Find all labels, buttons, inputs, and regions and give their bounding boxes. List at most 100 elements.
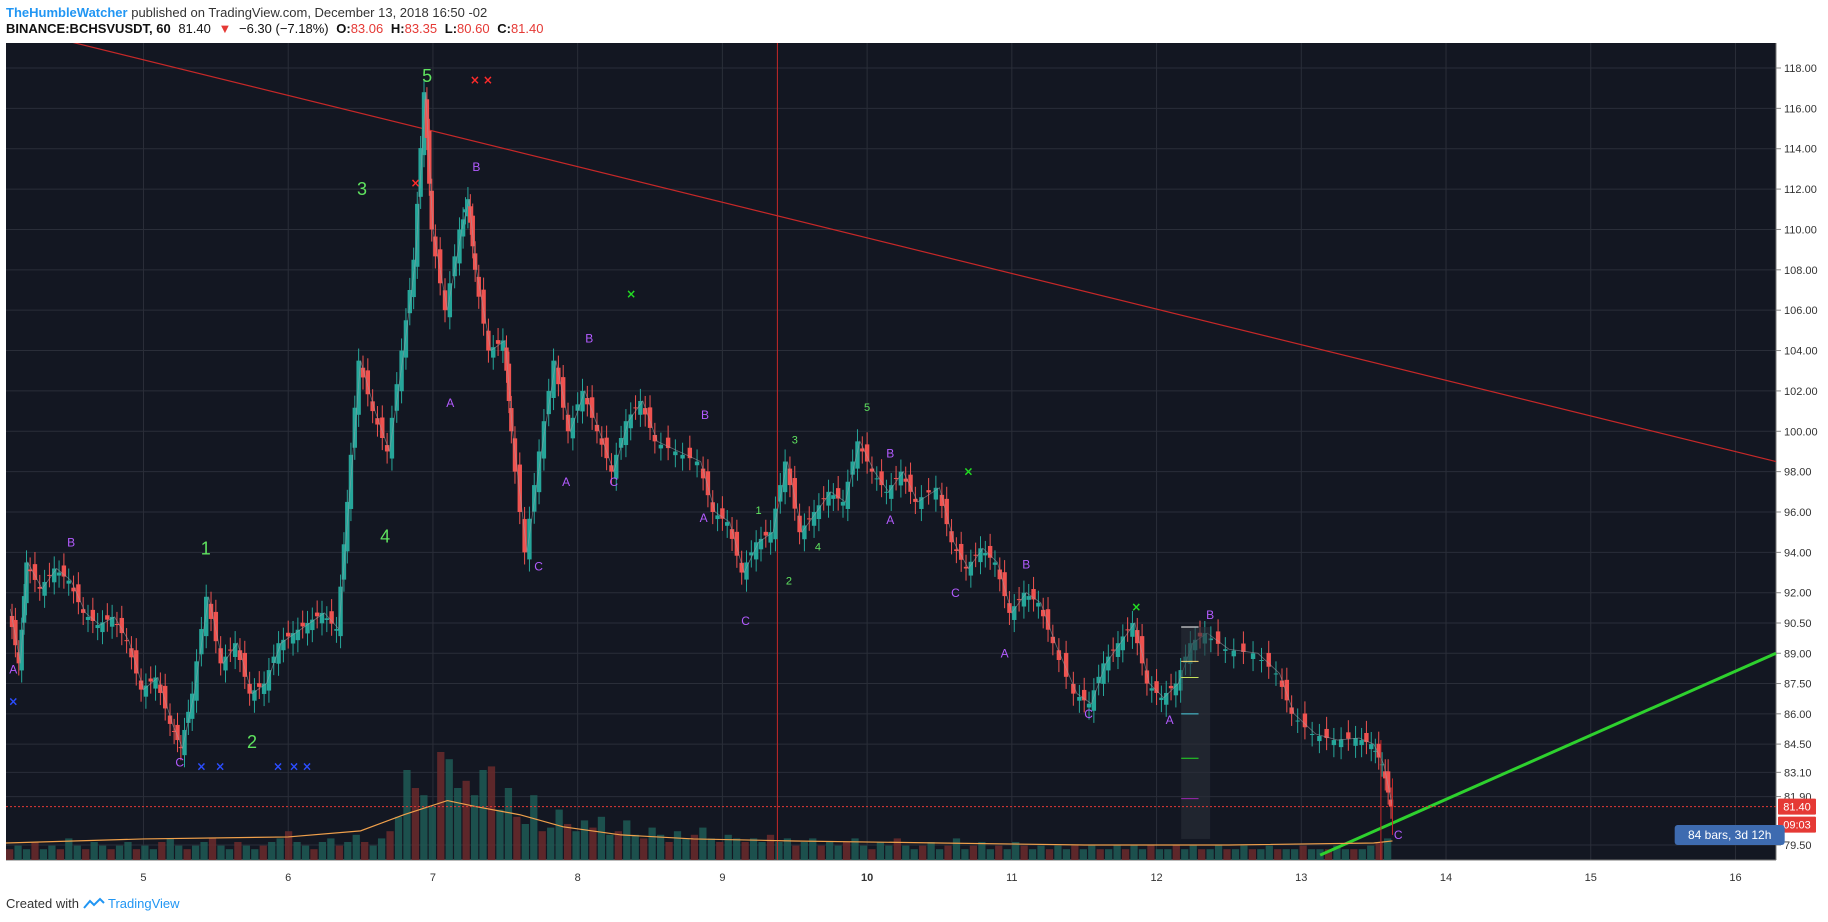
wave-label: B	[585, 331, 593, 345]
candle-body	[85, 616, 91, 620]
candle-body	[271, 656, 276, 664]
wave-path-line	[9, 92, 1393, 807]
candle-body	[643, 408, 648, 415]
candle-body	[694, 461, 700, 466]
candle-body	[792, 478, 797, 509]
volume-bar	[572, 831, 580, 860]
candle-body	[1031, 589, 1036, 600]
candle-body	[739, 562, 744, 573]
candle-body	[119, 617, 124, 634]
author-link[interactable]: TheHumbleWatcher	[6, 5, 128, 20]
candle-body	[898, 471, 904, 486]
candle-body	[329, 611, 334, 624]
volume-bar	[859, 845, 868, 860]
volume-bar	[978, 842, 986, 860]
volume-bar	[927, 842, 935, 860]
candle-body	[134, 650, 139, 674]
tradingview-link[interactable]: TradingView	[108, 896, 180, 911]
volume-bar	[124, 842, 132, 860]
published-text: published on TradingView.com, December 1…	[131, 5, 488, 20]
candle-body	[109, 616, 115, 627]
candle-body	[295, 629, 301, 641]
candle-body	[37, 587, 42, 589]
signal-cross-icon: ×	[289, 759, 299, 773]
candle-body	[204, 596, 209, 637]
volume-bar	[1384, 838, 1392, 860]
volume-bar	[1020, 845, 1028, 860]
volume-bar	[293, 842, 301, 860]
candle-body	[1106, 656, 1111, 671]
wave-label: C	[741, 614, 750, 628]
candle-body	[1026, 596, 1031, 600]
candle-body	[758, 538, 764, 550]
candle-body	[286, 632, 291, 637]
volume-bar	[1172, 845, 1180, 860]
candle-body	[1154, 681, 1159, 693]
volume-bar	[1214, 845, 1223, 860]
candle-body	[599, 438, 604, 445]
wave-label: A	[1001, 646, 1009, 660]
volume-bar	[479, 770, 487, 860]
volume-bar	[758, 842, 766, 860]
volume-bar	[1071, 845, 1079, 860]
last-price-badge	[1778, 798, 1816, 815]
candle-body	[208, 603, 214, 619]
volume-bar	[597, 816, 606, 860]
x-tick-label: 9	[719, 872, 725, 884]
y-tick-label: 100.00	[1784, 426, 1818, 438]
volume-bar	[1045, 849, 1054, 860]
volume-bar	[716, 842, 724, 860]
symbol-name: BINANCE:BCHSVUSDT, 60	[6, 21, 171, 36]
x-tick-label: 10	[861, 872, 873, 884]
candle-body	[551, 360, 556, 398]
candle-body	[954, 549, 959, 552]
candle-body	[633, 407, 638, 409]
volume-bar	[428, 806, 436, 860]
candle-body	[652, 434, 658, 442]
volume-bar	[377, 838, 386, 860]
volume-bar	[344, 842, 352, 860]
volume-bar	[268, 842, 276, 860]
candle-body	[816, 505, 822, 520]
volume-bar	[1223, 849, 1231, 860]
candle-body	[968, 561, 974, 576]
volume-bar	[563, 824, 572, 860]
volume-bar	[1307, 849, 1316, 860]
volume-bar	[944, 845, 952, 860]
price-chart[interactable]: 118.00 116.00 114.00 112.00 110.00 108.00 106.…	[6, 43, 1822, 891]
open-label: O:	[336, 21, 351, 36]
candle-body	[252, 690, 257, 701]
candle-body	[1279, 680, 1285, 687]
volume-bar	[6, 849, 14, 860]
candle-body	[628, 414, 633, 429]
volume-bar	[225, 849, 234, 860]
candle-body	[729, 529, 735, 539]
signal-cross-icon: ×	[1131, 600, 1141, 614]
candle-body	[47, 574, 52, 576]
candle-body	[190, 693, 195, 719]
wave-label: C	[610, 475, 619, 489]
wave-label: 2	[786, 576, 792, 588]
wave-label: B	[1206, 608, 1214, 622]
volume-bar	[1333, 845, 1341, 860]
candle-body	[958, 543, 964, 560]
volume-bar	[1113, 845, 1121, 860]
volume-bar	[284, 831, 293, 860]
volume-bar	[690, 834, 699, 860]
volume-bar	[115, 845, 124, 860]
candle-body	[360, 367, 366, 378]
volume-ma-line	[6, 799, 1393, 846]
candle-body	[826, 491, 831, 506]
candle-body	[171, 730, 177, 732]
x-tick-label: 5	[140, 872, 146, 884]
volume-bar	[986, 849, 994, 860]
candle-body	[1359, 740, 1364, 746]
x-tick-label: 11	[1006, 872, 1017, 884]
volume-bar	[1138, 849, 1147, 860]
candle-body	[889, 485, 894, 499]
plot-background	[6, 43, 1776, 860]
volume-bar	[1198, 849, 1206, 860]
y-tick-label: 108.00	[1784, 265, 1818, 277]
volume-bar	[437, 752, 445, 860]
volume-bar	[504, 788, 513, 860]
